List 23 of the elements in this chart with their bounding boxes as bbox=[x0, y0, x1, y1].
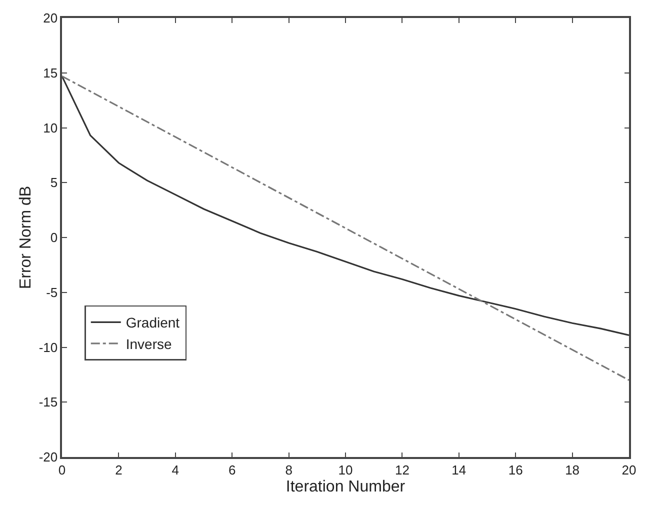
x-tick-label: 16 bbox=[508, 462, 523, 478]
x-tick-label: 14 bbox=[452, 462, 466, 478]
y-tick-label: 10 bbox=[43, 120, 58, 136]
x-tick-label: 2 bbox=[115, 462, 122, 478]
x-tick-label: 6 bbox=[228, 462, 236, 478]
x-tick-label: 10 bbox=[338, 462, 353, 478]
x-tick-label: 20 bbox=[622, 462, 636, 478]
x-tick-label: 18 bbox=[565, 462, 580, 478]
y-axis-title: Error Norm dB bbox=[17, 186, 34, 290]
x-tick-label: 12 bbox=[394, 462, 410, 478]
y-tick-label: -15 bbox=[38, 394, 58, 410]
y-tick-label: 20 bbox=[43, 10, 58, 26]
x-tick-label: 8 bbox=[285, 462, 292, 478]
y-tick-label: 15 bbox=[43, 65, 58, 80]
y-tick-label: 0 bbox=[50, 230, 58, 246]
x-axis-title: Iteration Number bbox=[286, 478, 406, 496]
legend-label: Gradient bbox=[126, 314, 180, 331]
y-tick-label: -20 bbox=[38, 450, 58, 465]
y-tick-label: -5 bbox=[46, 284, 58, 300]
legend-label: Inverse bbox=[126, 336, 172, 352]
y-tick-label: 5 bbox=[50, 175, 58, 190]
y-tick-label: -10 bbox=[38, 340, 58, 355]
x-tick-label: 4 bbox=[172, 462, 180, 478]
